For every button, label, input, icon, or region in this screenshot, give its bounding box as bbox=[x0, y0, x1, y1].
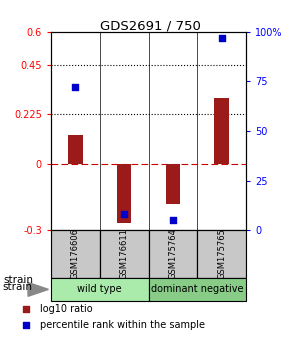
Text: dominant negative: dominant negative bbox=[151, 284, 244, 295]
Point bbox=[23, 306, 28, 312]
Text: GDS2691 / 750: GDS2691 / 750 bbox=[100, 19, 200, 33]
Bar bbox=[100, 230, 148, 278]
Text: GSM176606: GSM176606 bbox=[71, 228, 80, 280]
Point bbox=[170, 217, 175, 223]
Text: GSM175765: GSM175765 bbox=[217, 229, 226, 279]
Text: GSM175764: GSM175764 bbox=[168, 229, 177, 279]
Bar bbox=[214, 98, 229, 164]
Polygon shape bbox=[28, 282, 49, 296]
Bar bbox=[197, 230, 246, 278]
Point bbox=[73, 85, 78, 90]
Point bbox=[122, 211, 127, 217]
Text: percentile rank within the sample: percentile rank within the sample bbox=[40, 320, 205, 330]
Bar bbox=[166, 164, 180, 204]
Text: strain: strain bbox=[3, 282, 32, 292]
Bar bbox=[117, 164, 131, 223]
Bar bbox=[148, 278, 246, 301]
Text: log10 ratio: log10 ratio bbox=[40, 304, 93, 314]
Bar bbox=[148, 230, 197, 278]
Bar bbox=[51, 230, 100, 278]
Text: GSM176611: GSM176611 bbox=[120, 229, 129, 279]
Point bbox=[219, 35, 224, 41]
Text: strain: strain bbox=[3, 275, 33, 285]
Text: wild type: wild type bbox=[77, 284, 122, 295]
Point bbox=[23, 322, 28, 327]
Bar bbox=[68, 135, 83, 164]
Bar bbox=[51, 278, 148, 301]
